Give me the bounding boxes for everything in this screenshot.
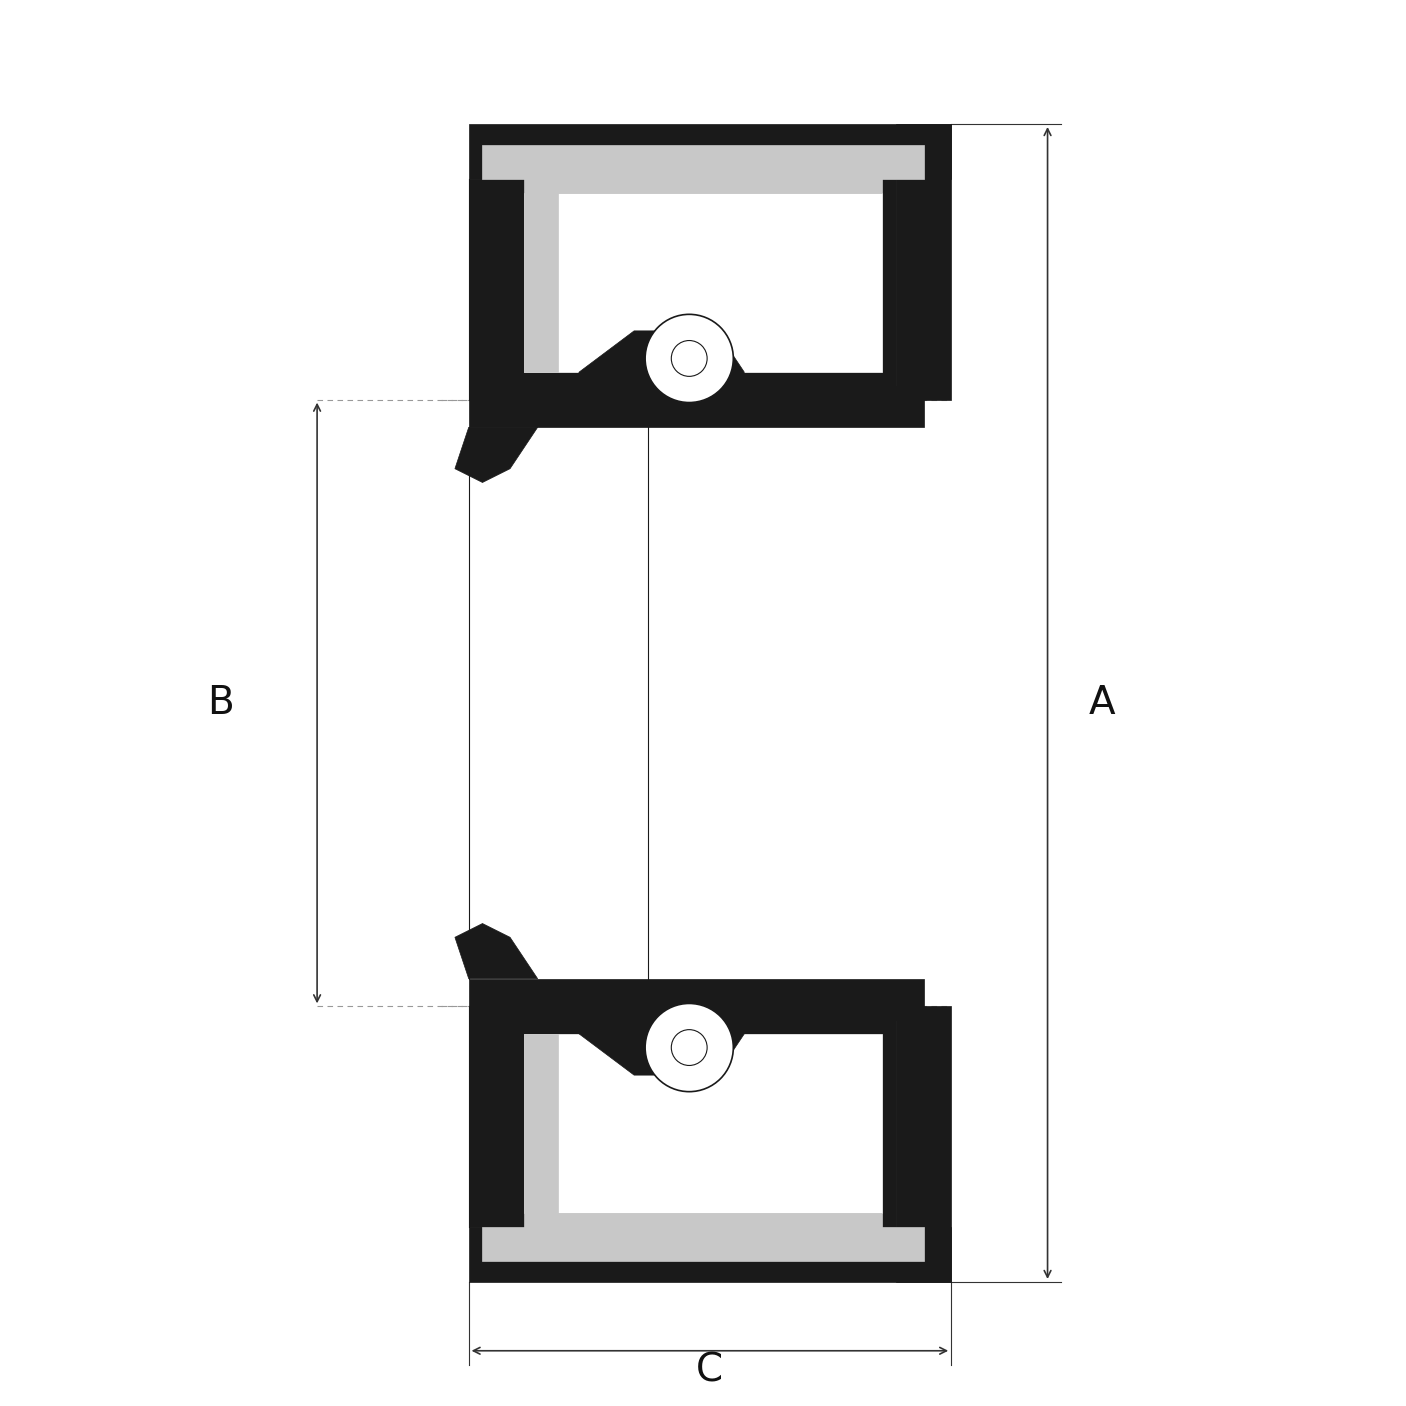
Polygon shape [524,193,558,373]
Polygon shape [896,1007,950,1282]
Circle shape [645,315,734,402]
Polygon shape [524,1033,558,1213]
Text: A: A [1088,683,1115,723]
Polygon shape [468,1007,896,1226]
Polygon shape [524,193,882,373]
Polygon shape [482,1226,924,1261]
Polygon shape [468,124,950,180]
Polygon shape [896,124,950,399]
Polygon shape [482,145,924,180]
Polygon shape [468,180,896,399]
Polygon shape [468,387,924,427]
Polygon shape [524,1033,882,1213]
Text: B: B [207,683,233,723]
Polygon shape [456,427,537,482]
Circle shape [671,340,707,377]
Polygon shape [524,1213,882,1240]
Polygon shape [468,1226,950,1282]
Polygon shape [524,166,882,193]
Polygon shape [579,330,744,413]
Circle shape [671,1029,707,1066]
Circle shape [645,1004,734,1091]
Polygon shape [468,979,924,1019]
Text: C: C [696,1351,724,1389]
Polygon shape [579,993,744,1076]
Polygon shape [456,924,537,979]
